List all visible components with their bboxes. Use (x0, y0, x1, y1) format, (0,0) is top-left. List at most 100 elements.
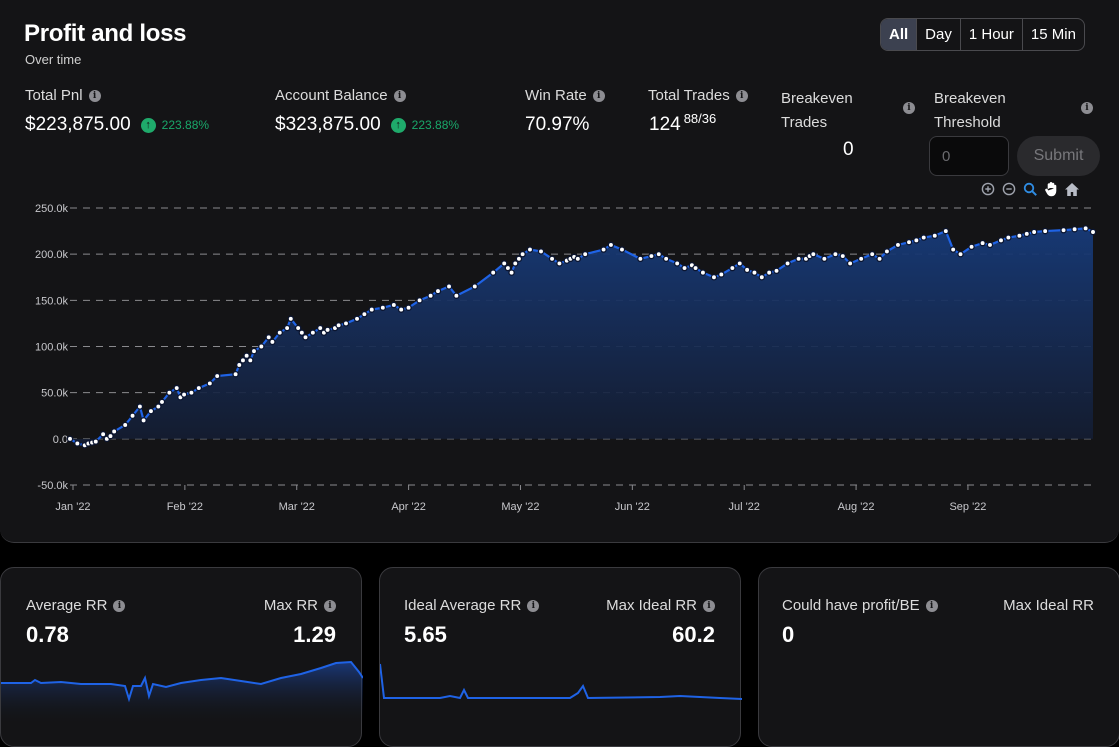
y-tick-label: 50.0k (41, 388, 68, 400)
y-tick-label: 250.0k (35, 203, 69, 215)
info-icon[interactable]: i (592, 89, 605, 102)
pan-hand-icon[interactable] (1043, 181, 1059, 197)
info-icon[interactable]: i (324, 599, 336, 612)
data-point (1071, 225, 1078, 233)
could-have-profit-value: 0 (782, 622, 795, 647)
data-point (997, 237, 1005, 244)
range-1-hour-button[interactable]: 1 Hour (959, 19, 1022, 50)
data-point (379, 304, 387, 311)
data-point (784, 260, 791, 267)
data-point (107, 432, 114, 440)
zoom-out-icon[interactable] (1001, 181, 1017, 197)
data-point (581, 250, 589, 258)
could-have-profit-label: Could have profit/BE i (782, 597, 938, 614)
breakeven-threshold-input[interactable] (929, 136, 1009, 176)
data-point (751, 269, 758, 276)
submit-button[interactable]: Submit (1017, 136, 1100, 176)
ideal-rr-sparkline (380, 663, 742, 700)
max-ideal-rr-label: Max Ideal RR i (606, 597, 715, 614)
data-point (905, 238, 913, 246)
win-rate-value: 70.97% (525, 114, 590, 135)
data-point (821, 255, 828, 263)
average-rr-value: 0.78 (26, 622, 69, 647)
info-icon[interactable]: i (527, 599, 540, 612)
zoom-select-icon[interactable] (1022, 181, 1038, 197)
range-day-button[interactable]: Day (916, 19, 960, 50)
data-point (655, 250, 663, 258)
win-loss-split: 88/36 (683, 111, 717, 126)
x-tick-label: Jun '22 (615, 501, 650, 513)
data-point (390, 301, 398, 309)
data-point (795, 255, 802, 263)
data-point (92, 438, 100, 445)
data-point (180, 391, 188, 398)
ideal-average-rr-label: Ideal Average RR i (404, 597, 540, 614)
breakeven-threshold-label: Breakeven Threshold (934, 90, 1006, 131)
data-point (673, 260, 681, 267)
pnl-card: Profit and loss Over time All Day 1 Hour… (0, 0, 1119, 543)
data-point (158, 398, 166, 406)
info-icon[interactable]: i (703, 599, 715, 612)
data-point (206, 380, 214, 387)
data-point (283, 324, 291, 332)
win-rate-label: Win Rate i (525, 87, 605, 104)
pnl-chart[interactable]: 250.0k 200.0k 150.0k 100.0k 50.0k 0.0 -50.0k Ja… (0, 190, 1119, 520)
sparkline (1, 660, 363, 703)
info-icon[interactable]: i (113, 599, 126, 612)
data-point (986, 241, 994, 249)
data-point (489, 269, 497, 276)
data-point (129, 412, 136, 419)
zoom-in-icon[interactable] (980, 181, 996, 197)
data-point (600, 246, 607, 253)
max-ideal-rr-value: 60.2 (672, 622, 715, 647)
info-icon[interactable]: i (88, 89, 101, 102)
data-point (342, 320, 350, 327)
data-point (846, 260, 854, 267)
data-point (405, 304, 412, 311)
y-tick-label: 200.0k (35, 249, 69, 261)
info-icon[interactable]: i (393, 89, 406, 102)
info-icon[interactable]: i (1081, 102, 1093, 114)
page-subtitle: Over time (25, 52, 82, 67)
data-point (773, 267, 780, 275)
info-icon[interactable]: i (903, 102, 915, 114)
data-point (500, 260, 508, 267)
x-tick-label: Feb '22 (167, 501, 203, 513)
data-point (949, 246, 957, 253)
info-icon[interactable]: i (925, 599, 938, 612)
total-trades: 124 88/36 (649, 111, 717, 136)
data-point (309, 329, 317, 336)
account-balance-label: Account Balance i (275, 87, 406, 104)
data-point (810, 250, 817, 258)
data-point (681, 264, 688, 272)
data-point (173, 384, 180, 392)
data-point (121, 421, 129, 429)
total-pnl-value: $223,875.00 (25, 114, 131, 135)
total-trades-label: Total Trades i (648, 87, 748, 104)
data-point (743, 266, 751, 274)
data-point (298, 329, 306, 336)
home-reset-icon[interactable] (1064, 181, 1080, 197)
data-point (247, 357, 254, 364)
info-icon[interactable]: i (735, 89, 748, 102)
max-rr-label: Max RR i (264, 597, 336, 614)
data-point (979, 239, 986, 247)
sparkline (380, 663, 742, 700)
average-rr-sparkline (1, 660, 363, 726)
data-point (258, 343, 265, 350)
range-15-min-button[interactable]: 15 Min (1021, 19, 1084, 50)
data-point (368, 306, 375, 313)
data-point (868, 250, 876, 258)
data-point (537, 248, 545, 255)
total-trades-value: 124 (649, 114, 681, 135)
max-rr-value: 1.29 (293, 622, 336, 647)
account-balance-value: $323,875.00 (275, 114, 381, 135)
range-all-button[interactable]: All (881, 19, 917, 50)
data-point (883, 248, 891, 255)
account-balance: $323,875.00 ↑ 223.88% (275, 114, 459, 136)
data-point (110, 428, 118, 435)
data-point (250, 347, 258, 355)
data-point (427, 292, 434, 299)
data-point (1005, 234, 1012, 241)
data-point (324, 326, 331, 334)
